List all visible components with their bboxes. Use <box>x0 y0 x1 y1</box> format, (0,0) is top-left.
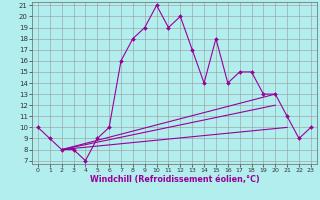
X-axis label: Windchill (Refroidissement éolien,°C): Windchill (Refroidissement éolien,°C) <box>90 175 259 184</box>
